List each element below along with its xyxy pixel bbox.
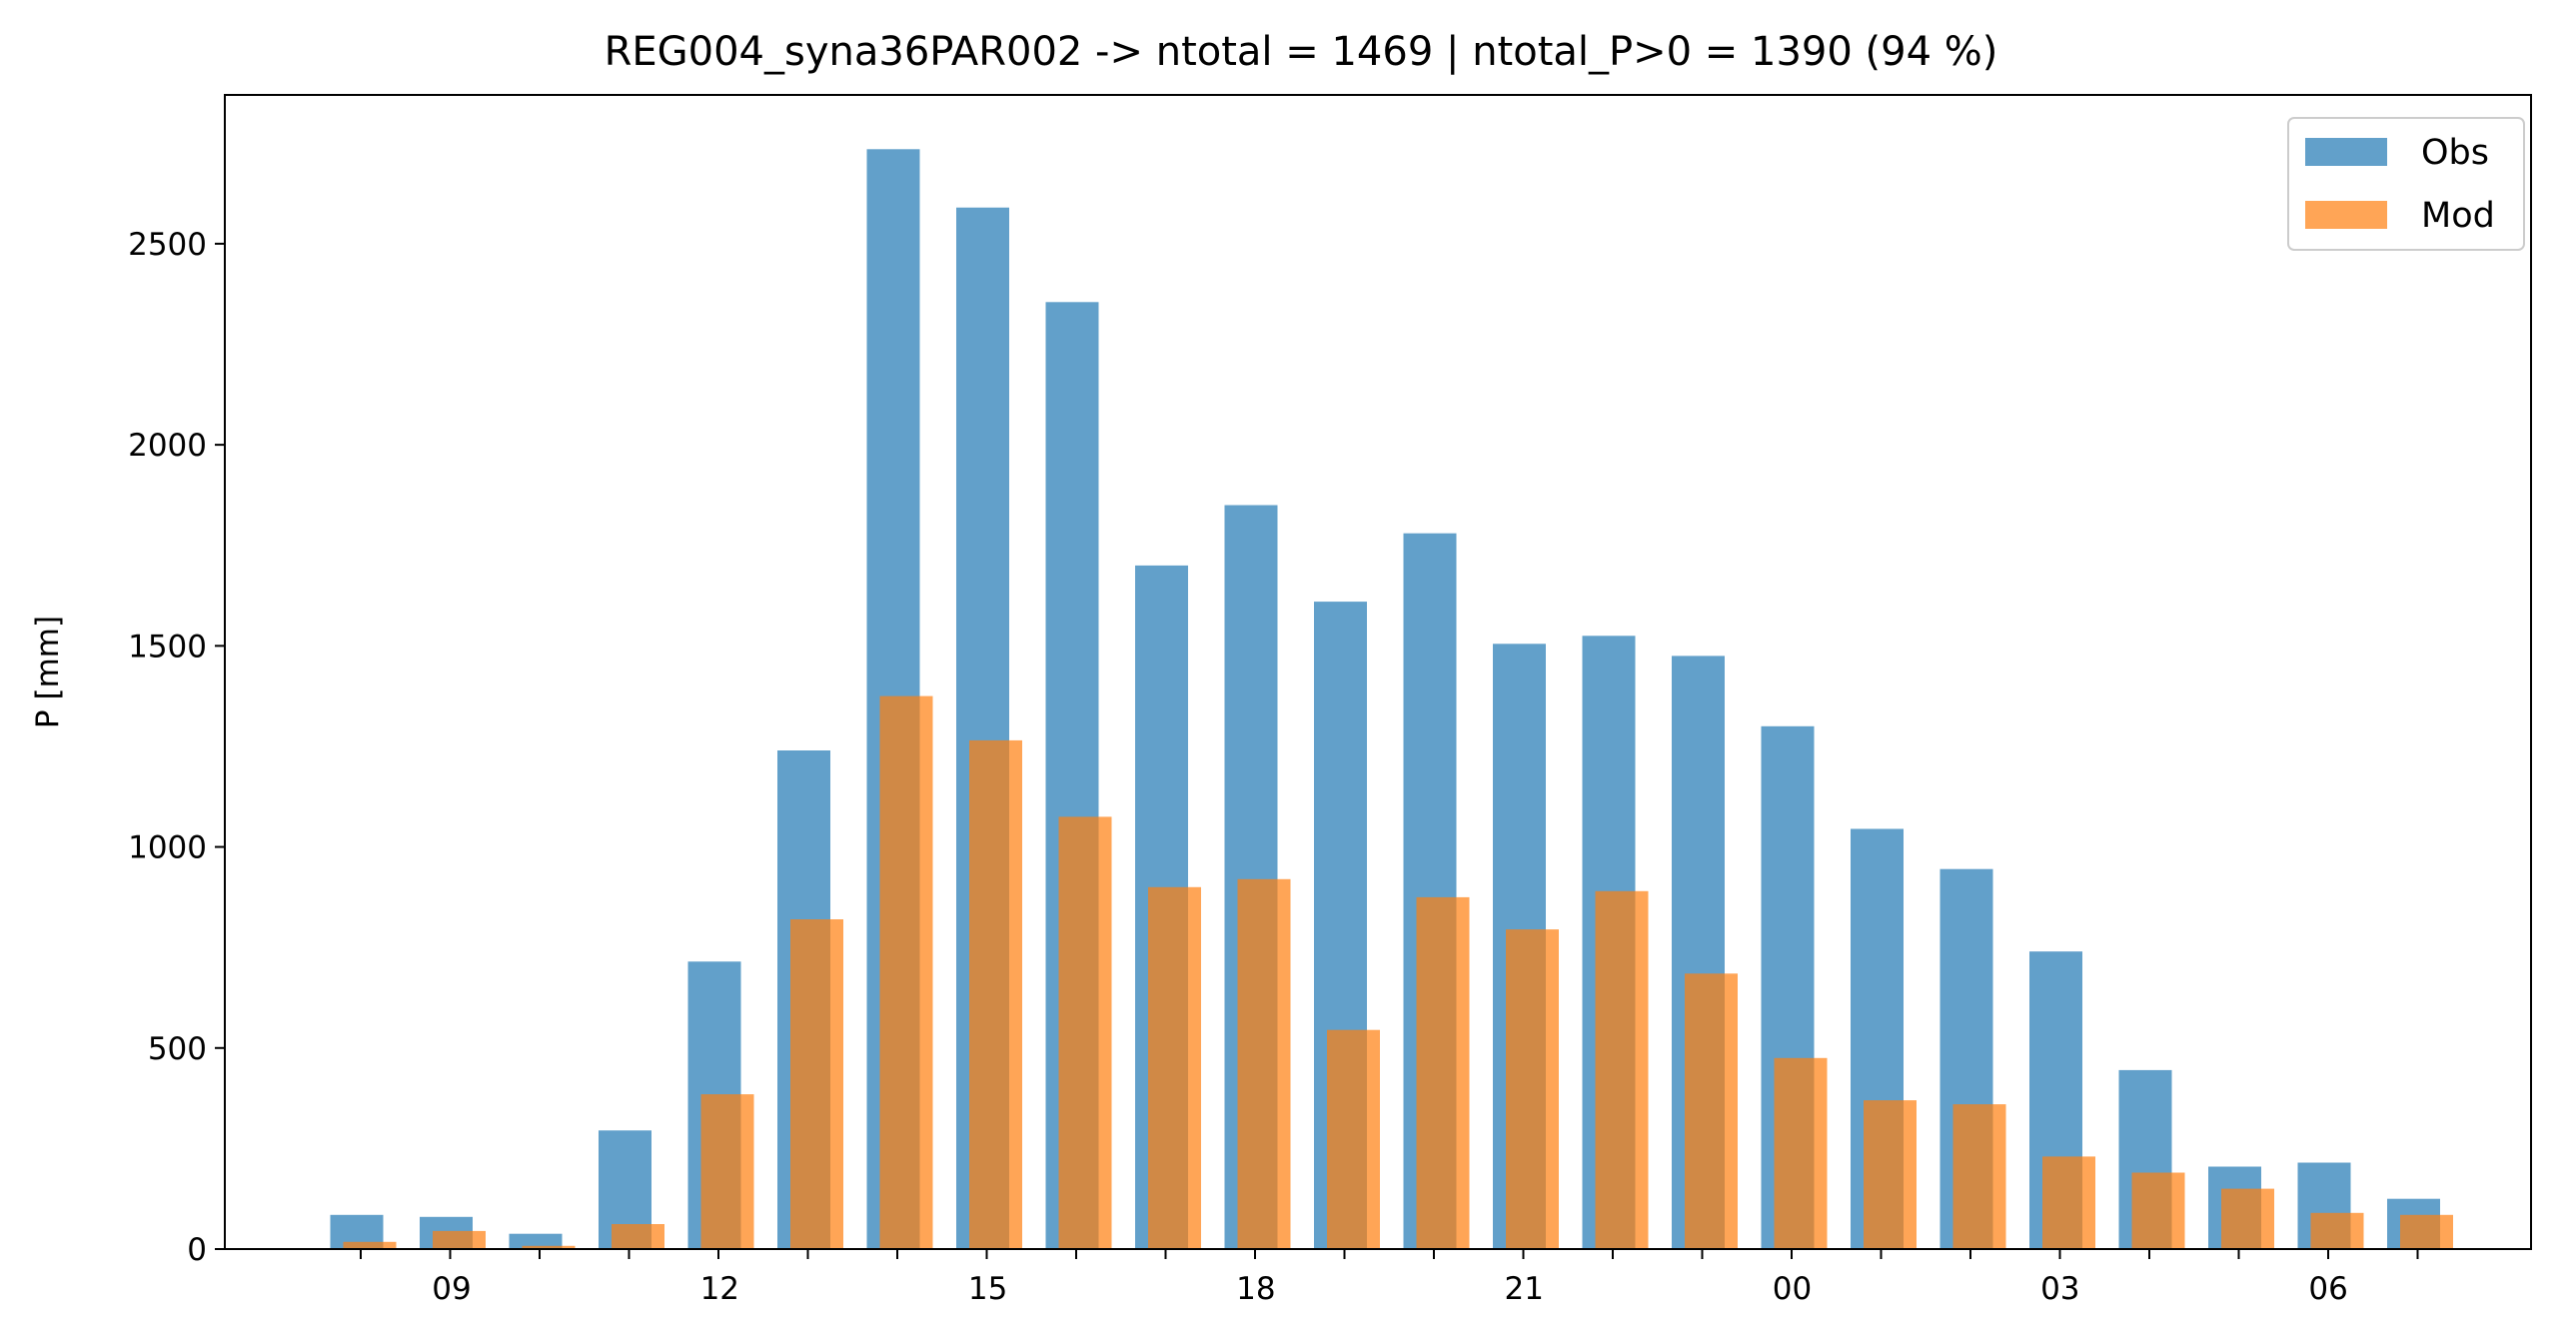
x-tick-label-00: 00 [1773,1271,1812,1307]
bar-mod-19 [1327,1029,1380,1249]
bar-mod-00 [1774,1057,1828,1249]
x-tick-label-09: 09 [432,1271,471,1307]
x-tick-label-21: 21 [1504,1271,1543,1307]
bar-mod-18 [1237,878,1291,1249]
bar-mod-20 [1416,896,1470,1249]
bar-mod-10 [522,1245,576,1249]
y-tick-label-1000: 1000 [128,830,207,866]
chart-title: REG004_syna36PAR002 -> ntotal = 1469 | n… [605,29,1998,75]
bar-mod-05 [2221,1188,2274,1249]
bar-mod-16 [1058,816,1112,1249]
bar-mod-01 [1864,1100,1917,1249]
x-tick-label-06: 06 [2308,1271,2347,1307]
bar-mod-15 [969,739,1022,1249]
bar-mod-14 [879,695,933,1249]
x-tick-label-15: 15 [968,1271,1007,1307]
bar-mod-02 [1952,1104,2006,1249]
legend-label-mod: Mod [2421,196,2495,236]
bar-mod-11 [612,1224,664,1249]
y-tick-label-500: 500 [148,1031,207,1067]
y-tick-label-2500: 2500 [128,227,207,263]
x-tick-label-03: 03 [2040,1271,2079,1307]
bar-mod-07 [2400,1214,2453,1249]
bar-mod-06 [2310,1212,2364,1249]
bar-mod-23 [1685,973,1738,1249]
y-axis-label: P [mm] [30,616,66,728]
bar-mod-22 [1595,890,1649,1249]
legend-swatch-obs [2305,138,2387,166]
bar-mod-17 [1148,886,1201,1249]
bar-mod-13 [790,919,843,1249]
legend: Obs Mod [2287,117,2525,251]
bar-obs-10 [509,1233,563,1249]
bar-mod-09 [433,1230,486,1249]
y-tick-label-0: 0 [187,1232,207,1268]
bar-mod-04 [2131,1172,2185,1249]
legend-label-obs: Obs [2421,133,2489,173]
bar-mod-21 [1506,929,1559,1249]
x-tick-label-18: 18 [1236,1271,1275,1307]
bar-mod-08 [343,1241,397,1249]
legend-swatch-mod [2305,201,2387,229]
bar-mod-03 [2042,1156,2095,1249]
y-tick-label-1500: 1500 [128,629,207,665]
plot-frame [224,94,2532,1250]
axis-ticks: 0 500 1000 1500 2000 2500 09 12 15 18 21 00 03 06 [128,227,2419,1307]
bar-mod-12 [700,1094,754,1249]
y-tick-label-2000: 2000 [128,428,207,464]
x-tick-label-12: 12 [700,1271,739,1307]
bars [330,149,2453,1250]
